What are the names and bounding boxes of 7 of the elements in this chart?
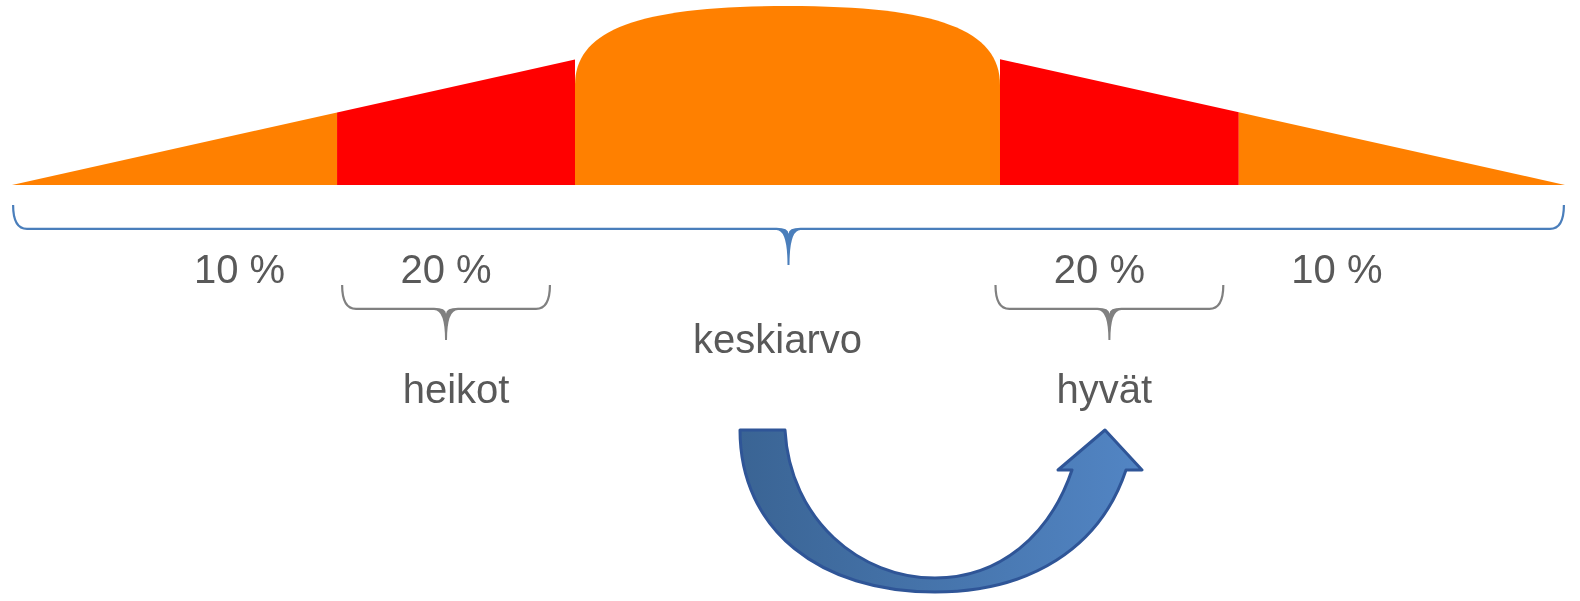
data-label: 20 % bbox=[1053, 247, 1145, 291]
data-label: 20 % bbox=[400, 247, 492, 291]
category-label: keskiarvo bbox=[693, 317, 862, 361]
data-label: 10 % bbox=[193, 247, 286, 291]
category-label: hyvät bbox=[1056, 367, 1153, 411]
data-label: 10 % bbox=[1291, 247, 1383, 291]
category-label: heikot bbox=[402, 367, 510, 411]
